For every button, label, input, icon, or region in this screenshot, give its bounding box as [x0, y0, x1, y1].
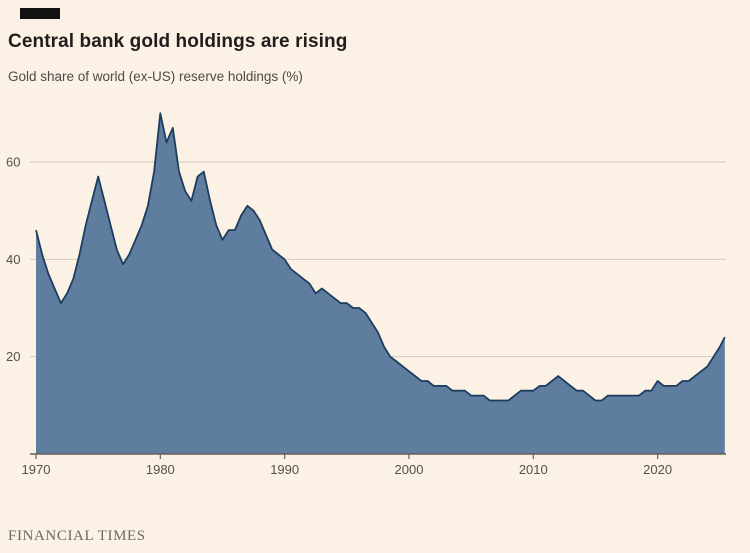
- y-tick-label: 60: [6, 155, 20, 170]
- x-tick-label: 1990: [270, 462, 299, 477]
- x-tick-label: 2020: [643, 462, 672, 477]
- y-tick-label: 40: [6, 252, 20, 267]
- x-tick-label: 2000: [395, 462, 424, 477]
- x-tick-label: 1980: [146, 462, 175, 477]
- page-title: Central bank gold holdings are rising: [8, 31, 348, 52]
- x-tick-label: 1970: [22, 462, 51, 477]
- area-series: [36, 113, 725, 455]
- gold-share-area-chart: 20 40 60 1970 1980 1990 2000 2010 2020: [0, 86, 750, 488]
- x-tick-label: 2010: [519, 462, 548, 477]
- chart-subtitle: Gold share of world (ex-US) reserve hold…: [8, 69, 303, 84]
- accent-bar: [20, 8, 60, 19]
- ft-brand-text: FINANCIAL TIMES: [8, 528, 146, 544]
- gold-share-chart-svg: 20 40 60 1970 1980 1990 2000 2010 2020: [6, 112, 726, 477]
- series-line: [35, 112, 726, 402]
- y-tick-label: 20: [6, 349, 20, 364]
